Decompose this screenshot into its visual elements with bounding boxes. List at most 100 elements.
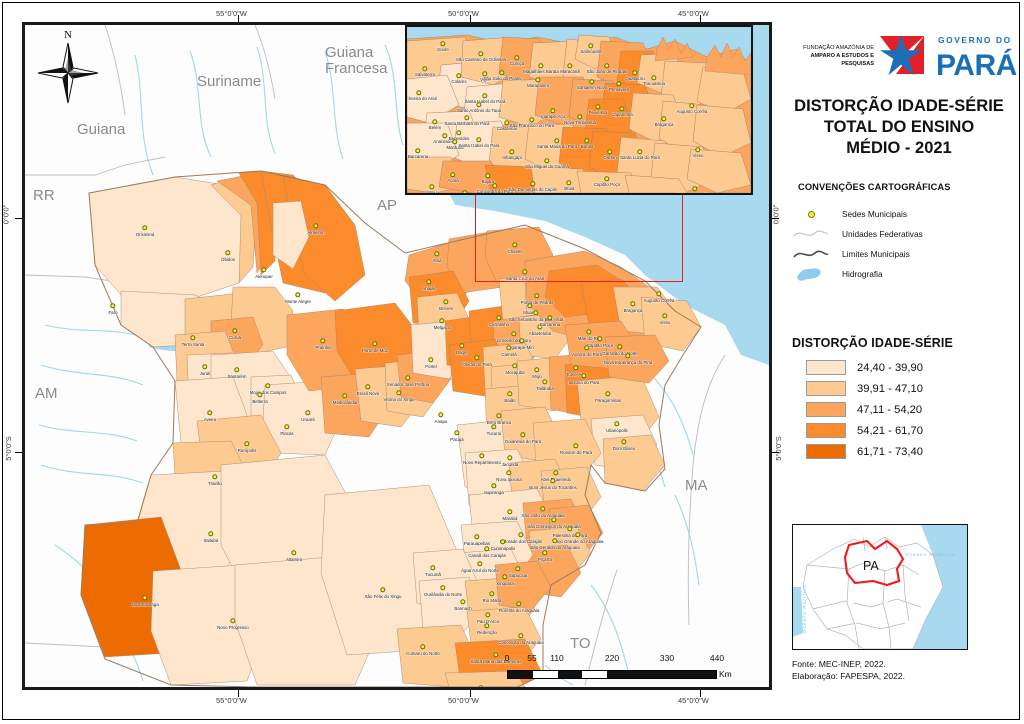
inset-municipality-seat-marker (456, 130, 462, 136)
inset-detail-map[interactable]: Soure Salvaterra Cachoeira do Arari Colares… (405, 25, 753, 195)
municipality-label: São João do Araguaia (521, 512, 565, 518)
municipality-label: Parauapebas (463, 540, 491, 546)
municipality-label: Eldorado dos Carajás (499, 538, 543, 544)
municipality-seat-marker (405, 375, 411, 381)
conventions-title: CONVENÇÕES CARTOGRÁFICAS (798, 182, 951, 192)
main-map-panel[interactable]: Oriximiná Óbidos Alenquer Almeirim Monte Ale… (22, 22, 772, 690)
brazil-locator-map[interactable]: PA Oceano Atlântico Oceano Pacífico (792, 524, 968, 650)
inset-municipality-seat-marker (450, 172, 456, 178)
municipality-label: Cumaru do Norte (406, 650, 440, 656)
inset-municipality-seat-marker (651, 75, 657, 81)
inset-municipality-label: Quatipuru (625, 75, 645, 81)
legend-label-uf: Unidades Federativas (842, 229, 923, 239)
municipality-seat-marker (434, 251, 440, 257)
legend-label-limites: Limites Municipais (842, 249, 910, 259)
inset-municipality-label: Colares (451, 78, 467, 84)
credits-block: Fonte: MEC-INEP, 2022. Elaboração: FAPES… (792, 658, 1012, 682)
inset-municipality-seat-marker (456, 73, 462, 79)
municipality-seat-marker (225, 250, 231, 256)
inset-municipality-seat-marker (415, 148, 421, 154)
municipality-seat-marker (500, 539, 506, 545)
municipality-seat-marker (396, 390, 402, 396)
municipality-label: Placas (280, 430, 294, 436)
coord-label-top: 45°0'0"W (678, 9, 709, 18)
municipality-seat-marker (506, 345, 512, 351)
neighbor-label: RR (33, 187, 55, 204)
municipality-polygons (80, 170, 702, 687)
municipality-label: Jacundá (501, 461, 519, 467)
municipality-seat-marker (550, 478, 556, 484)
neighbor-label: Guiana (77, 121, 126, 138)
municipality-seat-marker (617, 344, 623, 350)
inset-municipality-label: Santa Isabel do Pará (464, 98, 506, 104)
municipality-seat-marker (581, 373, 587, 379)
inset-municipality-label: Ananindeua (433, 138, 457, 144)
neighbor-label: MT (123, 685, 145, 687)
municipality-label: Mojuí dos Campos (249, 389, 287, 395)
municipality-label: Mãe do Rio (577, 335, 601, 341)
inset-municipality-label: Concórdia do Pará (476, 188, 514, 194)
municipality-seat-marker (621, 439, 627, 445)
municipality-seat-marker (261, 267, 267, 273)
municipality-seat-marker (506, 470, 512, 476)
inset-municipality-seat-marker (432, 119, 438, 125)
municipality-seat-marker (496, 315, 502, 321)
municipality-seat-marker (320, 338, 326, 344)
municipality-label: Paragominas (595, 397, 621, 403)
class-legend-row: 54,21 - 61,70 (780, 420, 1018, 441)
class-legend-swatch (806, 444, 846, 459)
municipality-seat-marker (519, 338, 525, 344)
coord-label-left: 0°0'0" (1, 204, 11, 225)
municipality-label: Ourilândia do Norte (423, 591, 463, 597)
municipality-label: Senador José Porfírio (386, 381, 430, 387)
municipality-label: Novo Repartimento (463, 459, 501, 465)
inset-municipality-label: Benevides (448, 135, 470, 141)
municipality-seat-marker (491, 483, 497, 489)
municipality-label: Tomé-Açu (566, 371, 586, 377)
municipality-label: Almeirim (307, 229, 325, 235)
municipality-seat-marker (459, 343, 465, 349)
inset-municipality-label: Santa Bárbara do Pará (444, 120, 490, 126)
brazil-locator-svg (793, 525, 967, 649)
municipality-label: Mojú (532, 373, 542, 379)
municipality-label: Bagre (456, 349, 468, 355)
neighbor-label: Suriname (197, 73, 262, 90)
conventions-legend: Sedes Municipais Unidades Federativas Li… (780, 204, 1018, 284)
inset-municipality-seat-marker (567, 63, 573, 69)
municipality-seat-marker (305, 410, 311, 416)
inset-municipality-seat-marker (476, 137, 482, 143)
class-legend-row: 39,91 - 47,10 (780, 378, 1018, 399)
municipality-label: Marabá (502, 515, 518, 521)
compass-rose: N (37, 29, 99, 105)
graticule-tick (238, 690, 240, 697)
municipality-seat-marker (110, 303, 116, 309)
municipality-label: Ponta de Pedras (520, 299, 554, 305)
graticule-tick (470, 15, 472, 22)
fapespa-line-2: AMPARO A ESTUDOS E (810, 52, 874, 59)
inset-municipality-seat-marker (692, 186, 698, 192)
map-title-line-1: DISTORÇÃO IDADE-SÉRIE (794, 97, 1004, 115)
municipality-label: Alenquer (255, 273, 273, 279)
municipality-label: Oriximiná (135, 231, 155, 237)
inset-municipality-label: Marituba (446, 144, 464, 150)
municipality-seat-marker (234, 367, 240, 373)
municipality-seat-marker (534, 293, 540, 299)
municipality-label: Altamira (285, 556, 303, 562)
inset-municipality-seat-marker (529, 117, 535, 123)
municipality-label: Jacareacanga (131, 601, 159, 607)
inset-municipality-seat-marker (619, 106, 625, 112)
municipality-seat-marker (507, 455, 513, 461)
legend-item-limites-municipais: Limites Municipais (780, 244, 1018, 264)
municipality-label: Anajás (422, 285, 436, 291)
inset-municipality-label: Salinópolis (580, 48, 602, 54)
municipality-seat-marker (614, 421, 620, 427)
class-legend-label: 24,40 - 39,90 (857, 361, 923, 374)
graticule-tick (15, 452, 22, 454)
inset-municipality-seat-marker (538, 63, 544, 69)
municipality-seat-marker (534, 367, 540, 373)
inset-detail-svg (407, 27, 751, 193)
municipality-label: Dom Eliseu (612, 445, 636, 451)
para-highlight-outline (843, 539, 905, 587)
municipality-seat-marker (460, 599, 466, 605)
inset-municipality-label: Nova Timboteua (564, 119, 596, 125)
